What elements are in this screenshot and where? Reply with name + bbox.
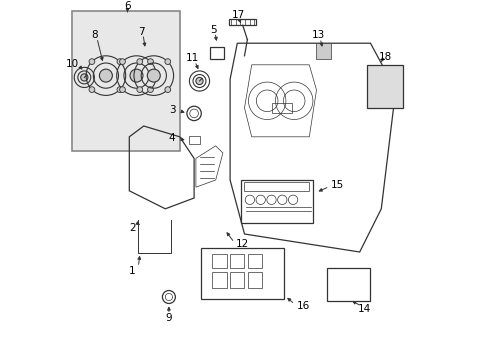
Circle shape (89, 87, 95, 93)
Text: 2: 2 (129, 222, 135, 233)
Text: 5: 5 (210, 24, 217, 35)
Text: 8: 8 (91, 30, 98, 40)
Bar (241, 180, 312, 223)
Text: 4: 4 (168, 133, 175, 143)
Bar (366, 65, 402, 108)
Bar (230, 254, 244, 268)
Circle shape (137, 87, 142, 93)
Bar (188, 136, 199, 144)
Circle shape (99, 69, 112, 82)
Circle shape (147, 69, 160, 82)
Text: 17: 17 (231, 10, 244, 20)
Circle shape (164, 87, 170, 93)
Circle shape (120, 87, 125, 93)
Text: 6: 6 (124, 1, 131, 12)
Bar (210, 47, 224, 59)
Circle shape (120, 59, 125, 64)
Circle shape (130, 69, 142, 82)
Circle shape (147, 59, 153, 64)
Text: 18: 18 (378, 52, 391, 62)
Bar (228, 19, 256, 25)
Text: 11: 11 (185, 53, 199, 63)
Text: 3: 3 (168, 105, 175, 115)
Text: 7: 7 (138, 27, 145, 37)
Bar (212, 254, 226, 268)
Circle shape (117, 87, 122, 93)
Circle shape (137, 59, 142, 64)
Text: 13: 13 (311, 30, 324, 40)
Circle shape (164, 59, 170, 64)
Circle shape (117, 59, 122, 64)
Circle shape (89, 59, 95, 64)
Text: 1: 1 (129, 266, 135, 276)
Bar (272, 103, 291, 113)
Bar (326, 268, 370, 301)
Bar (212, 272, 226, 288)
Text: 15: 15 (330, 180, 344, 190)
Circle shape (81, 74, 88, 81)
Text: 14: 14 (357, 304, 370, 314)
Text: 16: 16 (296, 301, 309, 311)
Bar (247, 254, 262, 268)
Circle shape (196, 77, 203, 85)
Circle shape (147, 87, 153, 93)
Text: 10: 10 (66, 59, 79, 69)
Bar (201, 248, 284, 299)
Bar (244, 182, 309, 191)
Bar (247, 272, 262, 288)
Bar (316, 43, 330, 59)
Text: 12: 12 (235, 239, 248, 249)
Text: 9: 9 (165, 313, 172, 323)
Bar (72, 11, 179, 151)
Bar (230, 272, 244, 288)
